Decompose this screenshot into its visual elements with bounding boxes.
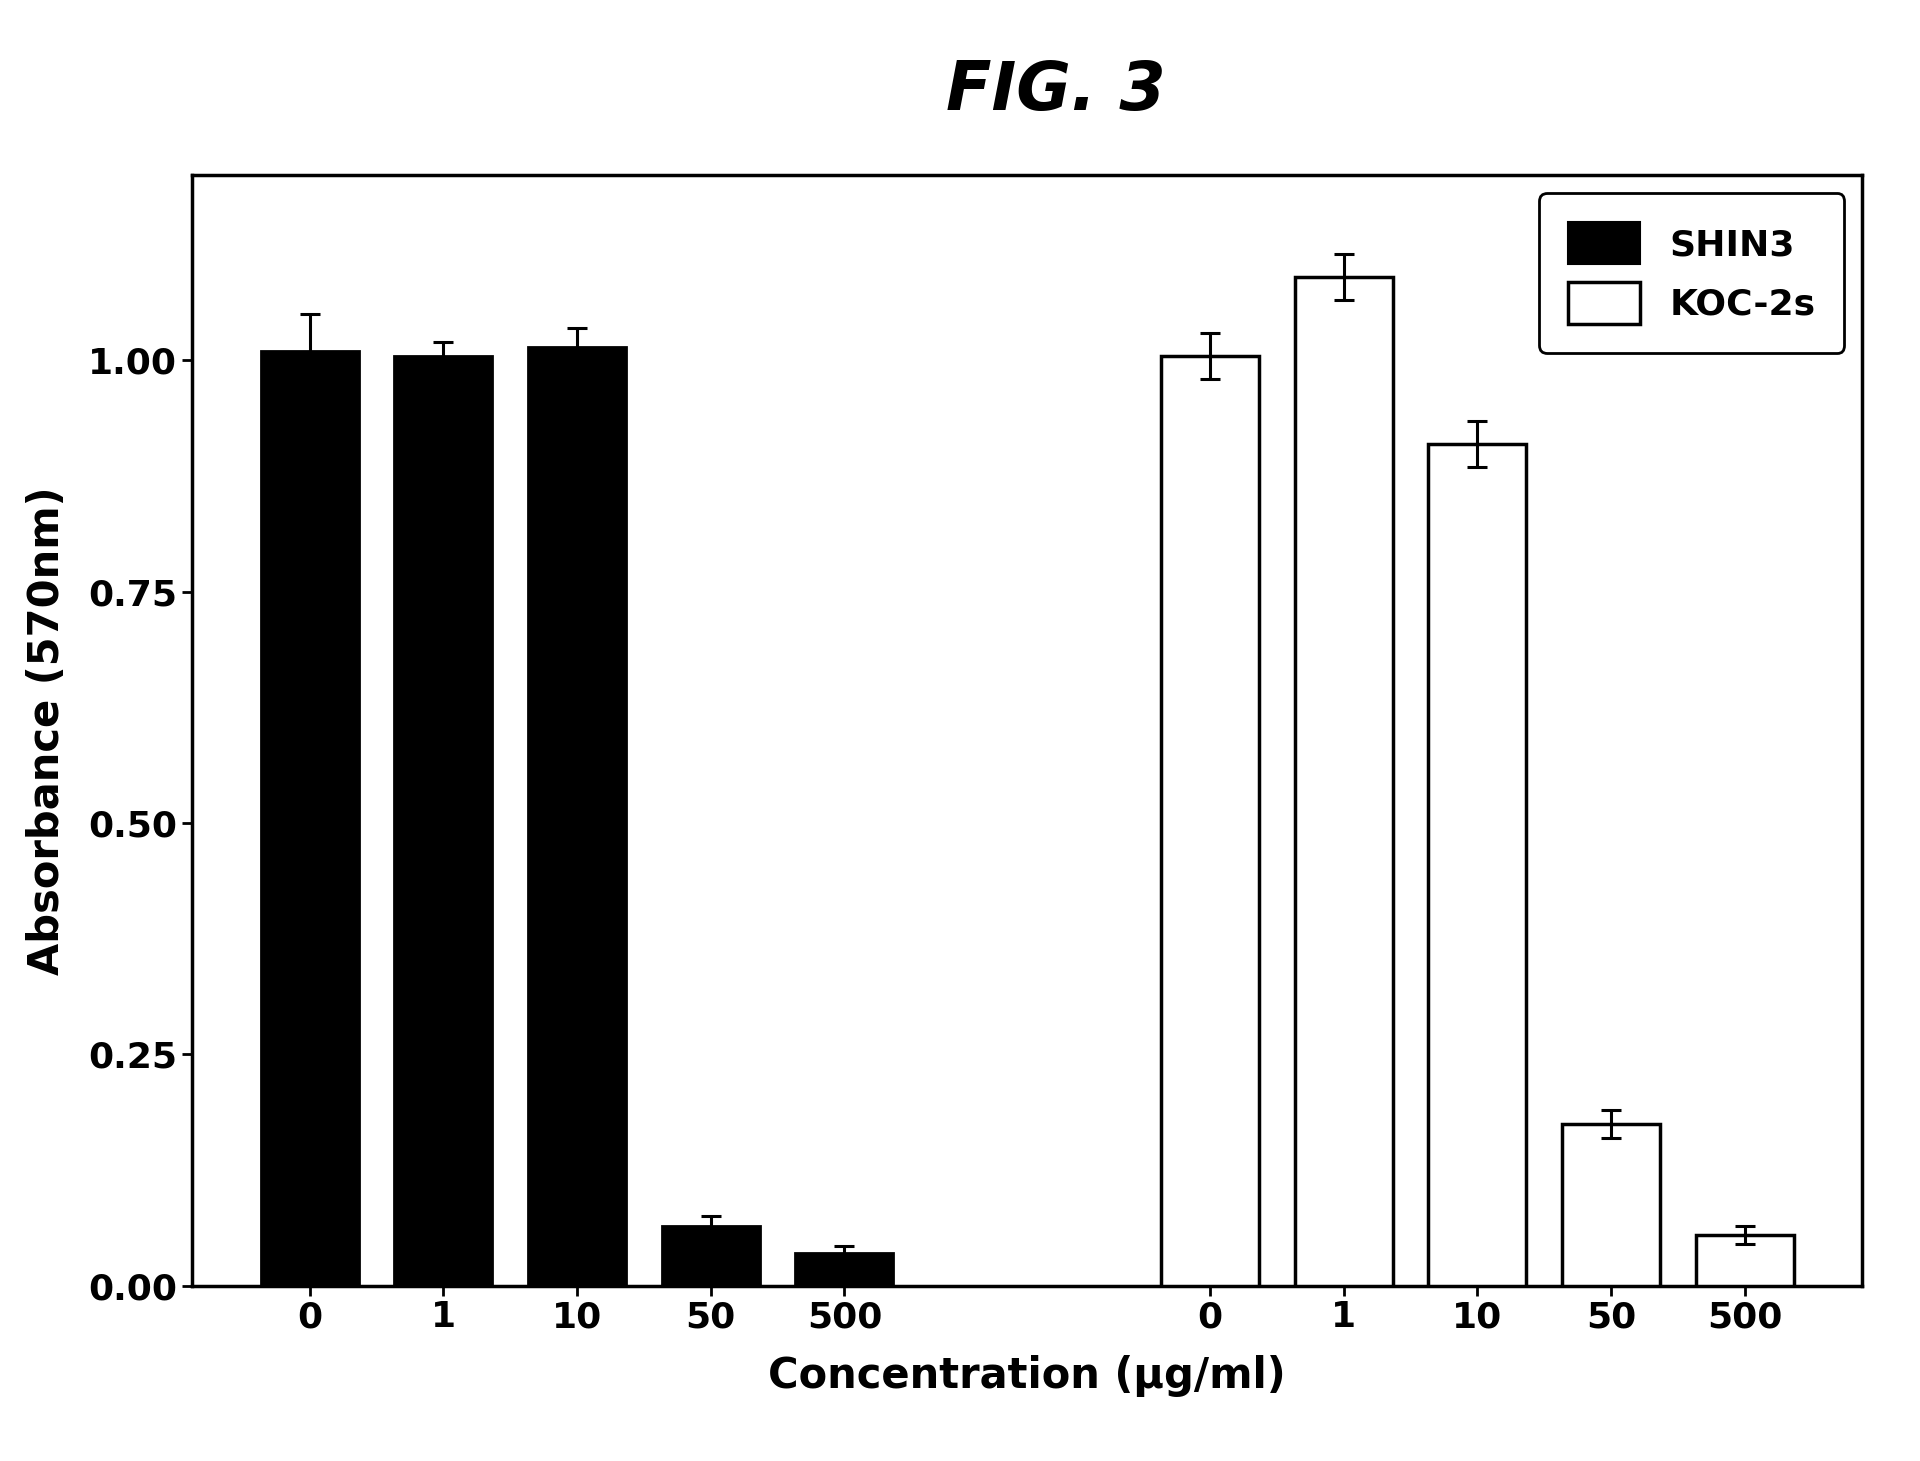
Bar [528, 346, 626, 1286]
Bar [1695, 1235, 1793, 1286]
Y-axis label: Absorbance (570nm): Absorbance (570nm) [25, 487, 67, 974]
Bar [1162, 356, 1260, 1286]
Bar [795, 1254, 893, 1286]
Text: FIG. 3: FIG. 3 [947, 58, 1165, 124]
Legend: SHIN3, KOC-2s: SHIN3, KOC-2s [1540, 193, 1845, 352]
Bar [1428, 444, 1526, 1286]
X-axis label: Concentration (μg/ml): Concentration (μg/ml) [768, 1356, 1286, 1397]
Bar [662, 1226, 760, 1286]
Bar [394, 356, 492, 1286]
Bar [261, 351, 359, 1286]
Bar [1294, 278, 1392, 1286]
Bar [1563, 1124, 1661, 1286]
